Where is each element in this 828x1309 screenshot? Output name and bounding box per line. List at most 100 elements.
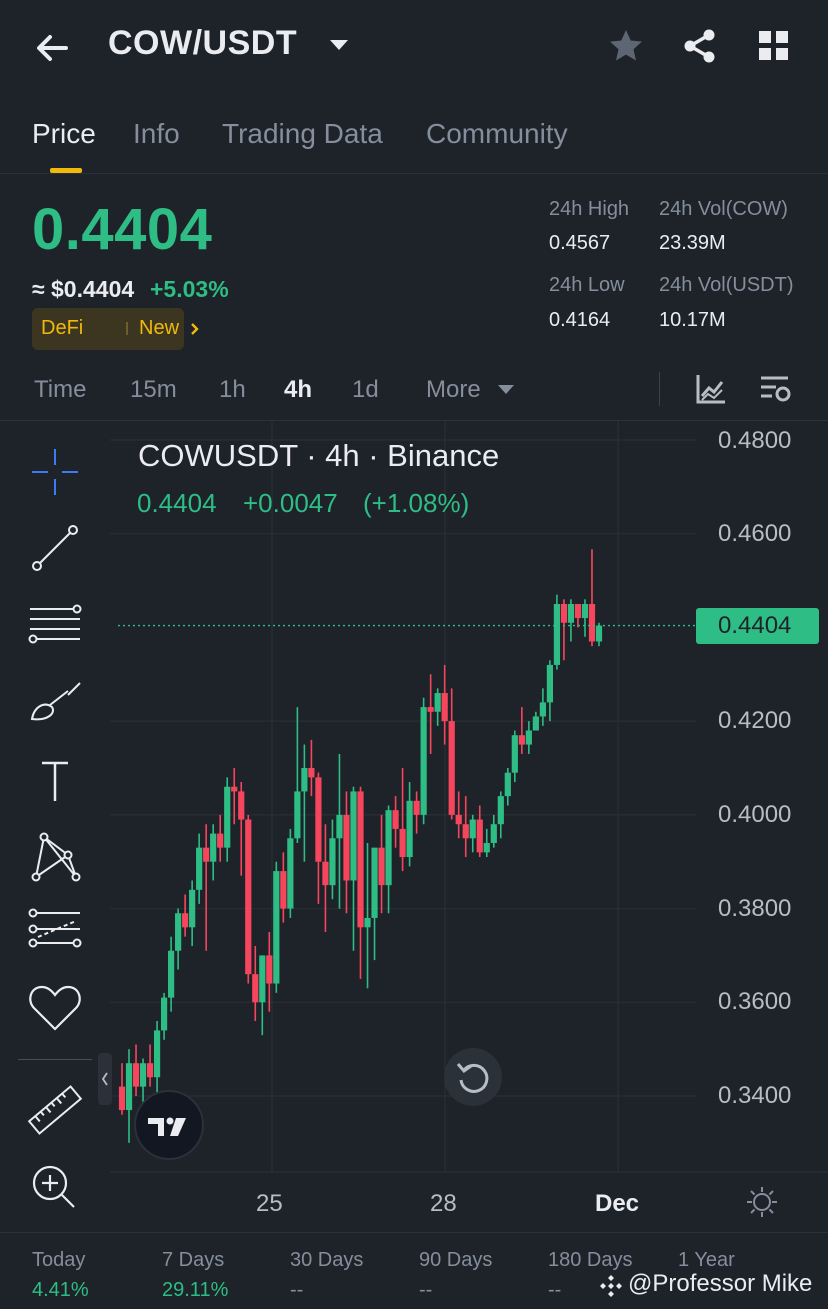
chart-change-percent: (+1.08%): [363, 488, 470, 518]
candle-body: [252, 974, 259, 1003]
brush-icon[interactable]: [24, 673, 86, 735]
candle: [588, 549, 596, 647]
candle-body: [413, 800, 420, 815]
candlestick-chart[interactable]: [110, 421, 828, 1231]
candle-body: [504, 772, 511, 797]
candle-body: [350, 791, 357, 881]
tab-community[interactable]: Community: [426, 118, 568, 149]
candle: [252, 946, 259, 1022]
candle-body: [462, 824, 469, 839]
share-icon[interactable]: [680, 26, 720, 66]
candle: [217, 814, 224, 862]
candle: [287, 828, 294, 918]
tab-price[interactable]: Price: [32, 118, 96, 149]
high-value: 0.4567: [549, 232, 611, 254]
favorite-heart-icon[interactable]: [24, 977, 86, 1039]
candle-body: [175, 913, 182, 951]
more-dropdown-icon[interactable]: [498, 385, 514, 394]
candle-body: [203, 847, 210, 862]
candle-body: [364, 917, 371, 928]
candle-body: [567, 604, 575, 623]
chart-title: COWUSDT · 4h · Binance: [138, 438, 500, 473]
candle: [385, 805, 392, 914]
candle-body: [490, 824, 497, 843]
candle-body: [139, 1063, 147, 1087]
collapse-toolbar-handle[interactable]: [98, 1053, 112, 1105]
candle: [595, 622, 603, 647]
y-tick-label: 0.4600: [718, 520, 792, 547]
tag-divider: [126, 322, 128, 335]
current-price-tag: 0.4404: [696, 608, 819, 644]
pair-selector[interactable]: COW/USDT: [108, 24, 298, 62]
chart-last-price: 0.4404: [137, 488, 217, 518]
chart-settings-icon[interactable]: [758, 372, 792, 406]
tab-info[interactable]: Info: [133, 118, 180, 149]
prediction-icon[interactable]: [24, 903, 86, 965]
candle: [567, 599, 575, 642]
tab-trading-data[interactable]: Trading Data: [222, 118, 383, 149]
candle: [125, 1049, 133, 1143]
candle: [560, 599, 568, 661]
trend-line-icon[interactable]: [24, 517, 86, 579]
ruler-icon[interactable]: [24, 1079, 86, 1141]
candle: [497, 791, 504, 839]
candle-body: [581, 604, 589, 619]
candle: [511, 730, 518, 783]
candle-body: [153, 1030, 161, 1078]
tf-1d[interactable]: 1d: [352, 376, 379, 403]
candle-body: [294, 791, 301, 839]
candle: [189, 880, 196, 947]
tf-time[interactable]: Time: [34, 376, 87, 403]
crosshair-icon[interactable]: [24, 441, 86, 503]
grid-menu-icon[interactable]: [756, 28, 792, 64]
back-arrow-icon[interactable]: [30, 26, 74, 70]
y-tick-label: 0.4200: [718, 707, 792, 734]
low-value: 0.4164: [549, 309, 611, 331]
perf-label: Today: [32, 1249, 86, 1271]
candle-body: [385, 810, 392, 886]
candle: [329, 819, 336, 900]
candle-body: [574, 604, 582, 619]
chart-theme-gear-icon[interactable]: [744, 1184, 780, 1220]
candle: [350, 786, 357, 951]
candle: [392, 796, 399, 848]
perf-value: --: [419, 1279, 433, 1301]
tf-15m[interactable]: 15m: [130, 376, 177, 403]
candle-body: [210, 833, 217, 862]
candle: [518, 707, 525, 754]
tf-more[interactable]: More: [426, 376, 481, 403]
candle-body: [476, 819, 483, 853]
perf-label: 7 Days: [162, 1249, 225, 1271]
text-tool-icon[interactable]: [24, 751, 86, 813]
vol-base-label: 24h Vol(COW): [659, 198, 788, 220]
candle: [231, 768, 238, 825]
candle: [118, 1063, 126, 1115]
candle: [139, 1058, 147, 1106]
candle: [259, 955, 266, 1036]
zoom-in-icon[interactable]: [24, 1155, 86, 1217]
tf-1h[interactable]: 1h: [219, 376, 246, 403]
candle: [224, 777, 231, 862]
candle-body: [532, 716, 539, 731]
candle-body: [434, 693, 441, 712]
candle-body: [441, 693, 448, 722]
reset-chart-icon[interactable]: [444, 1048, 502, 1106]
indicator-chart-icon[interactable]: [694, 372, 728, 406]
tf-4h[interactable]: 4h: [284, 376, 313, 403]
y-tick-label: 0.3800: [718, 895, 792, 922]
category-tag[interactable]: DeFi New: [32, 308, 199, 350]
chart-canvas[interactable]: [110, 421, 828, 1231]
candle-body: [301, 768, 308, 792]
candle: [539, 688, 546, 726]
favorite-star-icon[interactable]: [606, 26, 646, 66]
perf-label: 1 Year: [678, 1249, 735, 1271]
tradingview-logo-icon[interactable]: [134, 1090, 204, 1160]
candle-body: [336, 814, 343, 839]
horizontal-lines-icon[interactable]: [24, 595, 86, 657]
pair-dropdown-icon[interactable]: [330, 40, 348, 50]
candle: [574, 604, 582, 628]
candle: [581, 599, 589, 637]
candle-body: [392, 810, 399, 829]
pattern-icon[interactable]: [24, 827, 86, 889]
candle-body: [196, 847, 203, 890]
